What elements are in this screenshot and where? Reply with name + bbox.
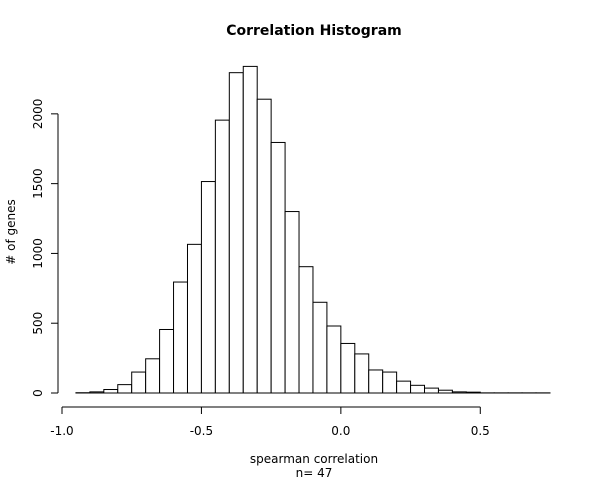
y-tick-label: 2000 [31, 99, 45, 130]
histogram-bar-15 [284, 211, 300, 394]
histogram-bar-5 [145, 358, 161, 394]
histogram-bar-2 [103, 389, 119, 394]
histogram-bar-16 [298, 266, 314, 394]
histogram-bar-18 [326, 325, 342, 394]
y-tick-label: 500 [31, 312, 45, 335]
x-tick-label: 0.0 [331, 424, 350, 438]
histogram-bar-17 [312, 301, 328, 394]
y-axis-label: # of genes [4, 199, 18, 265]
histogram-bar-9 [200, 181, 216, 394]
histogram-bar-26 [437, 389, 453, 394]
y-tick-label: 0 [31, 389, 45, 397]
x-tick-label: -0.5 [190, 424, 213, 438]
histogram-bar-12 [242, 65, 258, 394]
histogram-bar-21 [368, 369, 384, 394]
histogram-bar-13 [256, 98, 272, 394]
histogram-bar-4 [131, 371, 147, 394]
histogram-bar-20 [354, 353, 370, 394]
histogram-bar-11 [228, 72, 244, 394]
histogram-bar-7 [173, 281, 188, 394]
histogram-bar-19 [340, 342, 356, 394]
chart-title: Correlation Histogram [226, 23, 402, 39]
histogram-bar-28 [465, 391, 481, 394]
x-axis-sublabel: n= 47 [296, 466, 333, 480]
y-axis: 0 500 1000 1500 2000 [31, 99, 59, 397]
y-tick-label: 1000 [31, 238, 45, 269]
histogram-bar-14 [270, 141, 286, 394]
histogram-bar-24 [410, 384, 426, 394]
x-tick-label: -1.0 [50, 424, 73, 438]
histogram-bars [75, 65, 551, 394]
x-axis-label: spearman correlation [250, 452, 378, 466]
histogram-bar-3 [117, 384, 133, 394]
x-tick-label: 0.5 [471, 424, 490, 438]
histogram-bar-23 [396, 380, 412, 394]
y-tick-label: 1500 [31, 168, 45, 199]
histogram-bar-10 [214, 119, 230, 394]
histogram-bar-25 [424, 387, 439, 394]
x-axis: -1.0 -0.5 0.0 0.5 [50, 406, 490, 438]
histogram-bar-8 [186, 243, 202, 394]
histogram-bar-6 [159, 328, 175, 394]
histogram-bar-1 [89, 391, 105, 394]
histogram-bar-27 [451, 391, 467, 394]
histogram-bar-22 [382, 371, 398, 394]
